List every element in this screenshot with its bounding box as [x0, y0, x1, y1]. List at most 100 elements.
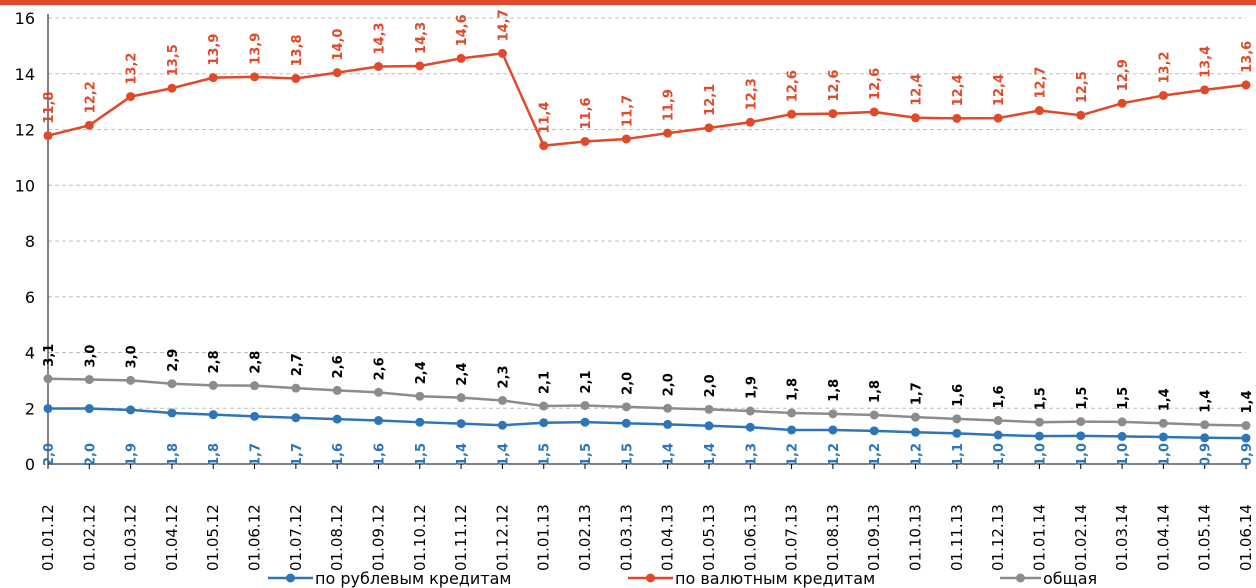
data-label: 1,6: [331, 443, 346, 466]
data-point: [208, 73, 218, 83]
data-point: [580, 136, 590, 146]
y-tick-label: 0: [25, 455, 35, 474]
x-tick-label: 01.08.13: [824, 504, 842, 571]
y-tick-label: 14: [15, 65, 35, 84]
data-point: [1076, 110, 1086, 120]
data-label: 14,7: [496, 9, 511, 41]
data-label: 12,1: [703, 84, 718, 116]
data-point: [621, 402, 631, 412]
x-tick-label: 01.03.14: [1113, 504, 1131, 571]
data-label: 13,6: [1240, 41, 1255, 73]
data-point: [456, 419, 466, 429]
x-tick-label: 01.12.13: [989, 504, 1007, 571]
data-label: 1,1: [951, 443, 966, 466]
data-point: [952, 414, 962, 424]
data-label: 1,6: [951, 384, 966, 407]
data-point: [126, 92, 136, 102]
data-point: [84, 120, 94, 130]
x-tick-label: 01.02.12: [80, 504, 98, 571]
data-label: 1,5: [579, 443, 594, 466]
data-point: [952, 428, 962, 438]
data-label: 2,8: [207, 350, 222, 373]
data-label: 1,2: [827, 443, 842, 466]
y-tick-label: 12: [15, 121, 35, 140]
legend: по рублевым кредитам по валютным кредитам…: [268, 569, 1097, 588]
data-point: [415, 391, 425, 401]
data-point: [1034, 431, 1044, 441]
data-label: 12,4: [992, 74, 1007, 106]
data-point: [539, 418, 549, 428]
data-label: 1,4: [1240, 391, 1255, 414]
data-label: 12,2: [83, 81, 98, 113]
data-label: 1,5: [538, 443, 553, 466]
x-tick-label: 01.01.13: [535, 504, 553, 571]
data-label: 1,4: [1157, 388, 1172, 411]
data-label: 0,9: [1240, 443, 1255, 466]
data-label: 2,1: [538, 371, 553, 394]
x-tick-label: 01.08.12: [328, 504, 346, 571]
data-label: 1,7: [290, 443, 305, 466]
data-point: [869, 426, 879, 436]
data-label: 2,6: [372, 357, 387, 380]
x-tick-label: 01.05.14: [1196, 504, 1214, 571]
x-tick-label: 01.12.12: [493, 504, 511, 571]
data-point: [663, 403, 673, 413]
data-label: 14,0: [331, 29, 346, 61]
legend-swatch-marker: [286, 573, 295, 583]
data-point: [250, 72, 260, 82]
data-point: [869, 107, 879, 117]
data-label: 11,4: [538, 102, 553, 134]
data-point: [993, 416, 1003, 426]
x-tick-label: 01.04.13: [659, 504, 677, 571]
x-tick-label: 01.06.12: [246, 504, 264, 571]
data-point: [373, 416, 383, 426]
y-tick-label: 2: [25, 399, 35, 418]
data-point: [993, 113, 1003, 123]
data-point: [663, 419, 673, 429]
data-point: [497, 48, 507, 58]
data-point: [828, 409, 838, 419]
legend-swatch-marker: [1016, 573, 1025, 583]
data-point: [911, 412, 921, 422]
data-label: 13,8: [290, 34, 305, 66]
x-tick-label: 01.09.13: [865, 504, 883, 571]
data-label: 1,4: [1199, 390, 1214, 413]
top-accent-bar: [0, 0, 1256, 5]
data-label: 1,3: [744, 443, 759, 466]
data-label: 2,7: [290, 353, 305, 376]
data-point: [208, 380, 218, 390]
data-label: 0,9: [1199, 443, 1214, 466]
data-label: 12,4: [910, 74, 925, 106]
data-label: 2,4: [414, 361, 429, 384]
data-point: [332, 414, 342, 424]
data-point: [291, 383, 301, 393]
data-label: 1,6: [372, 443, 387, 466]
legend-label: по валютным кредитам: [675, 569, 875, 588]
x-tick-label: 01.11.13: [948, 504, 966, 571]
data-label: 1,8: [166, 443, 181, 466]
data-point: [663, 128, 673, 138]
data-point: [1158, 418, 1168, 428]
data-label: 12,3: [744, 78, 759, 110]
data-label: 1,8: [207, 443, 222, 466]
data-label: 2,6: [331, 355, 346, 378]
data-point: [704, 404, 714, 414]
data-point: [1076, 417, 1086, 427]
data-label: 13,4: [1199, 46, 1214, 78]
data-point: [621, 134, 631, 144]
series-line: [47, 377, 1247, 427]
data-point: [373, 387, 383, 397]
data-point: [787, 408, 797, 418]
x-tick-label: 01.10.13: [907, 504, 925, 571]
data-point: [84, 375, 94, 385]
data-label: 2,0: [42, 443, 57, 466]
x-tick-label: 01.03.13: [617, 504, 635, 571]
data-point: [580, 417, 590, 427]
data-label: 2,8: [249, 351, 264, 374]
data-label: 1,9: [125, 443, 140, 466]
data-label: 1,4: [455, 443, 470, 466]
y-tick-label: 8: [25, 232, 35, 251]
data-label: 2,3: [496, 365, 511, 388]
data-point: [250, 411, 260, 421]
data-label: 14,3: [372, 22, 387, 54]
